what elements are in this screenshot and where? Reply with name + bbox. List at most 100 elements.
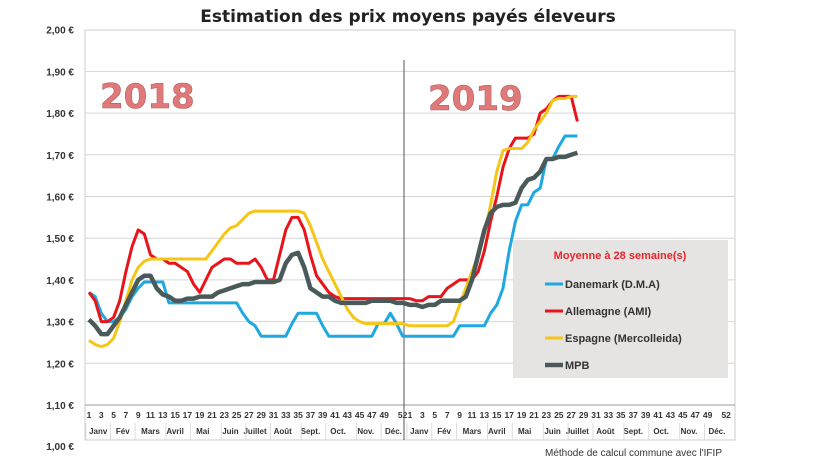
y-tick-label: 1,90 €	[46, 67, 74, 78]
x-tick-label: 19	[195, 410, 205, 420]
x-tick-label: 45	[678, 410, 688, 420]
x-tick-label: 31	[269, 410, 279, 420]
plot-frame	[84, 29, 736, 441]
x-tick-label: 52	[398, 410, 408, 420]
x-tick-label: 9	[457, 410, 462, 420]
month-label: Déc.	[385, 427, 402, 436]
legend-label: MPB	[565, 360, 590, 372]
y-tick-label: 1,40 €	[46, 276, 74, 287]
x-tick-label: 25	[232, 410, 242, 420]
x-tick-label: 11	[146, 410, 155, 420]
x-tick-label: 9	[136, 410, 141, 420]
month-label: Nov.	[681, 427, 698, 436]
y-tick-label: 1,20 €	[46, 359, 74, 370]
year-label-2019: 2019	[428, 79, 523, 119]
x-tick-label: 49	[379, 410, 389, 420]
footer-note: Méthode de calcul commune avec l'IFIP	[545, 448, 722, 459]
legend-box	[513, 240, 728, 378]
x-tick-label: 21	[207, 410, 217, 420]
x-tick-label: 31	[591, 410, 601, 420]
series-lines	[87, 94, 579, 349]
x-tick-label: 47	[367, 410, 377, 420]
x-tick-label: 43	[343, 410, 353, 420]
x-tick-label: 45	[355, 410, 365, 420]
x-tick-label: 11	[468, 410, 477, 420]
x-tick-label: 35	[293, 410, 303, 420]
x-tick-label: 13	[480, 410, 490, 420]
series-line-1	[87, 94, 579, 324]
legend: Moyenne à 28 semaine(s) Danemark (D.M.A)…	[513, 240, 728, 378]
series-line-0	[88, 134, 578, 338]
month-label: Août	[274, 427, 293, 436]
x-tick-label: 41	[330, 410, 340, 420]
x-tick-label: 15	[492, 410, 502, 420]
x-tick-label: 23	[542, 410, 552, 420]
x-tick-label: 33	[281, 410, 291, 420]
y-tick-label: 1,10 €	[46, 401, 74, 412]
x-tick-label: 35	[616, 410, 626, 420]
month-label: Juin	[222, 427, 239, 436]
month-label: Nov.	[357, 427, 374, 436]
x-tick-label: 29	[579, 410, 589, 420]
x-tick-label: 27	[244, 410, 254, 420]
legend-label: Allemagne (AMI)	[565, 306, 652, 318]
x-tick-label: 23	[220, 410, 230, 420]
x-tick-label: 47	[690, 410, 700, 420]
x-tick-label: 5	[432, 410, 437, 420]
series-line-3	[87, 150, 579, 337]
month-label: Mars	[463, 427, 482, 436]
x-tick-label: 15	[170, 410, 180, 420]
y-axis: 1,00 € 1,10 € 1,20 € 1,30 € 1,40 € 1,50 € 1,60…	[46, 26, 74, 453]
month-label: Janv	[410, 427, 429, 436]
y-tick-label: 2,00 €	[46, 26, 74, 37]
month-label: Juillet	[566, 427, 589, 436]
x-tick-label: 37	[628, 410, 638, 420]
x-tick-label: 33	[604, 410, 614, 420]
x-tick-label: 27	[566, 410, 576, 420]
x-tick-label: 13	[158, 410, 168, 420]
month-label: Oct.	[330, 427, 346, 436]
x-tick-label: 41	[653, 410, 663, 420]
year-label-2018: 2018	[100, 77, 195, 117]
month-label: Août	[596, 427, 615, 436]
legend-label: Espagne (Mercolleida)	[565, 333, 682, 345]
x-tick-label: 3	[99, 410, 104, 420]
x-tick-label: 1	[408, 410, 413, 420]
x-tick-label: 39	[641, 410, 651, 420]
y-tick-label: 1,30 €	[46, 318, 74, 329]
month-label: Janv	[89, 427, 108, 436]
chart-title: Estimation des prix moyens payés éleveur…	[200, 7, 616, 27]
y-tick-label: 1,60 €	[46, 193, 74, 204]
legend-label: Danemark (D.M.A)	[565, 279, 660, 291]
x-tick-label: 52	[721, 410, 731, 420]
month-label: Fév	[437, 427, 451, 436]
x-tick-label: 7	[124, 410, 129, 420]
x-axis: 1 3 5 7 9 11 13 15 17 19 21 23 25 27 29 31 33 35 37 39 41 43 4…	[85, 410, 731, 440]
x-tick-label: 29	[256, 410, 266, 420]
month-label: Fév	[116, 427, 130, 436]
month-label: Mai	[518, 427, 531, 436]
month-label: Juin	[544, 427, 561, 436]
x-tick-label: 7	[445, 410, 450, 420]
x-tick-label: 49	[703, 410, 713, 420]
x-tick-label: 17	[504, 410, 514, 420]
x-tick-label: 39	[318, 410, 328, 420]
x-tick-label: 21	[529, 410, 539, 420]
y-tick-label: 1,80 €	[46, 109, 74, 120]
y-tick-label: 1,70 €	[46, 151, 74, 162]
x-tick-label: 37	[306, 410, 316, 420]
month-label: Avril	[166, 427, 184, 436]
series-line-2	[88, 94, 578, 349]
month-label: Mars	[141, 427, 160, 436]
month-label: Avril	[488, 427, 506, 436]
month-label: Sept.	[623, 427, 643, 436]
x-tick-label: 5	[111, 410, 116, 420]
month-label: Oct.	[653, 427, 669, 436]
x-tick-label: 1	[87, 410, 92, 420]
month-label: Déc.	[708, 427, 725, 436]
x-tick-label: 25	[554, 410, 564, 420]
x-tick-label: 43	[666, 410, 676, 420]
month-label: Mai	[196, 427, 209, 436]
month-label: Sept.	[301, 427, 321, 436]
